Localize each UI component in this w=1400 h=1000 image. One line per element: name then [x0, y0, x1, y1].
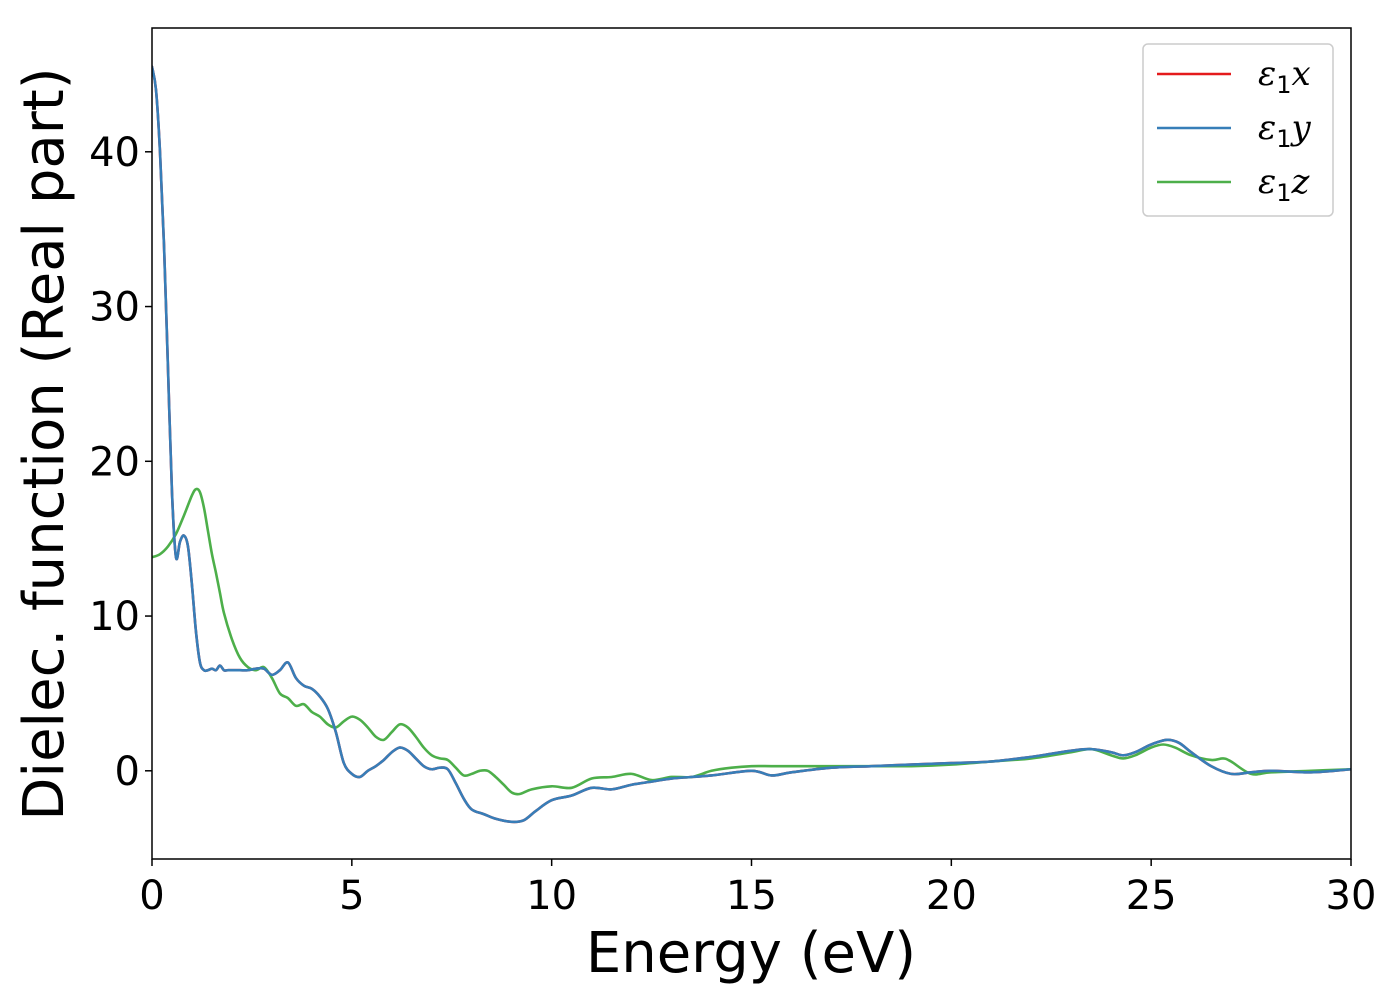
y-tick-label: 0: [115, 749, 140, 795]
y-tick-label: 40: [89, 130, 140, 176]
legend-label: ε1x: [1258, 54, 1311, 99]
x-tick-label: 5: [339, 873, 364, 919]
series-line-y: [152, 65, 1351, 824]
axis-ticks: 0 5 10 15 20 25 30 0 10 20 30 40: [89, 130, 1376, 919]
legend-box: [1142, 43, 1334, 217]
x-tick-label: 15: [726, 873, 777, 919]
series-lines: [152, 65, 1351, 824]
legend: ε1x ε1y ε1z: [1142, 43, 1334, 217]
legend-label: ε1z: [1258, 162, 1311, 207]
legend-item-y: ε1y: [1157, 108, 1312, 153]
x-tick-label: 20: [926, 873, 977, 919]
x-tick-label: 0: [139, 873, 164, 919]
legend-item-z: ε1z: [1157, 162, 1311, 207]
y-tick-label: 20: [89, 439, 140, 485]
legend-item-x: ε1x: [1157, 54, 1311, 99]
y-tick-label: 10: [89, 594, 140, 640]
x-tick-label: 25: [1126, 873, 1177, 919]
series-line-z: [152, 487, 1351, 796]
legend-label: ε1y: [1258, 108, 1312, 153]
x-axis-title: Energy (eV): [586, 921, 916, 986]
x-tick-label: 10: [526, 873, 577, 919]
x-tick-label: 30: [1326, 873, 1377, 919]
y-axis-title: Dielec. function (Real part): [12, 67, 77, 820]
y-tick-label: 30: [89, 285, 140, 331]
